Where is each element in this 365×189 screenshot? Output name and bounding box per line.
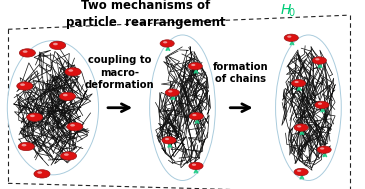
Circle shape <box>315 58 319 60</box>
Ellipse shape <box>276 35 341 180</box>
Circle shape <box>188 63 202 70</box>
Circle shape <box>312 57 326 64</box>
Circle shape <box>287 36 291 38</box>
Circle shape <box>19 49 35 57</box>
Circle shape <box>292 80 306 87</box>
Ellipse shape <box>7 41 99 175</box>
Circle shape <box>189 162 203 170</box>
Text: $\mathit{H}_{\!0}$: $\mathit{H}_{\!0}$ <box>280 2 297 19</box>
Text: Two mechanisms of: Two mechanisms of <box>81 0 211 12</box>
Circle shape <box>17 82 33 90</box>
Ellipse shape <box>150 35 215 180</box>
Circle shape <box>59 92 76 101</box>
Circle shape <box>284 34 298 41</box>
Circle shape <box>70 124 75 127</box>
Circle shape <box>23 50 27 53</box>
Circle shape <box>27 113 43 121</box>
Text: formation
of chains: formation of chains <box>213 62 269 84</box>
Text: coupling to
macro-
deformation: coupling to macro- deformation <box>85 55 154 90</box>
Circle shape <box>30 115 35 117</box>
Circle shape <box>297 170 301 172</box>
Circle shape <box>61 152 77 160</box>
Circle shape <box>315 101 329 108</box>
Circle shape <box>165 89 179 96</box>
Circle shape <box>317 146 331 153</box>
Circle shape <box>37 171 42 174</box>
Circle shape <box>63 94 68 96</box>
Circle shape <box>192 114 196 116</box>
Circle shape <box>64 153 69 156</box>
Circle shape <box>53 43 58 45</box>
Circle shape <box>297 125 301 128</box>
Circle shape <box>162 137 176 144</box>
Circle shape <box>68 69 73 72</box>
Circle shape <box>168 90 172 93</box>
Circle shape <box>294 124 308 131</box>
Circle shape <box>294 168 308 176</box>
Circle shape <box>65 68 81 76</box>
Circle shape <box>191 64 195 66</box>
Circle shape <box>189 113 203 120</box>
Circle shape <box>320 147 324 150</box>
Circle shape <box>163 41 167 43</box>
Circle shape <box>160 40 174 47</box>
Circle shape <box>22 144 26 146</box>
Circle shape <box>34 170 50 178</box>
Circle shape <box>50 41 66 50</box>
Circle shape <box>295 81 299 83</box>
Circle shape <box>67 122 83 131</box>
Circle shape <box>318 103 322 105</box>
Circle shape <box>192 164 196 166</box>
Circle shape <box>20 83 25 86</box>
Circle shape <box>165 138 169 140</box>
Circle shape <box>18 142 34 151</box>
Text: particle  rearrangement: particle rearrangement <box>66 16 226 29</box>
